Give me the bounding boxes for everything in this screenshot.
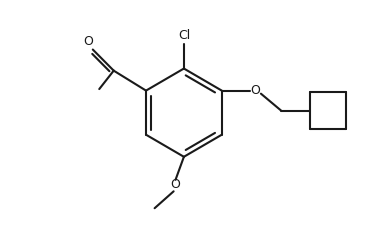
Text: O: O (250, 84, 260, 97)
Text: O: O (83, 35, 93, 48)
Text: Cl: Cl (178, 29, 190, 42)
Text: O: O (170, 178, 180, 191)
